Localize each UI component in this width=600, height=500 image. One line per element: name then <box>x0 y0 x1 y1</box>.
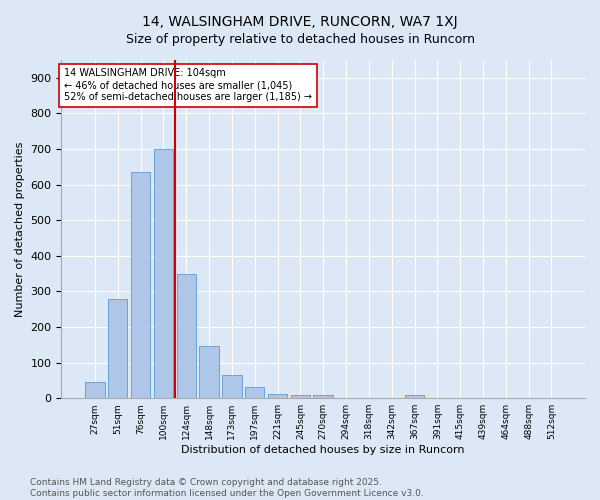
Bar <box>85 382 104 398</box>
X-axis label: Distribution of detached houses by size in Runcorn: Distribution of detached houses by size … <box>181 445 465 455</box>
Bar <box>222 375 242 398</box>
Bar <box>405 396 424 398</box>
Text: 14 WALSINGHAM DRIVE: 104sqm
← 46% of detached houses are smaller (1,045)
52% of : 14 WALSINGHAM DRIVE: 104sqm ← 46% of det… <box>64 68 312 102</box>
Bar <box>245 387 265 398</box>
Bar <box>154 149 173 398</box>
Text: Size of property relative to detached houses in Runcorn: Size of property relative to detached ho… <box>125 32 475 46</box>
Bar <box>199 346 219 398</box>
Text: Contains HM Land Registry data © Crown copyright and database right 2025.
Contai: Contains HM Land Registry data © Crown c… <box>30 478 424 498</box>
Y-axis label: Number of detached properties: Number of detached properties <box>15 142 25 317</box>
Bar <box>290 394 310 398</box>
Bar <box>131 172 150 398</box>
Text: 14, WALSINGHAM DRIVE, RUNCORN, WA7 1XJ: 14, WALSINGHAM DRIVE, RUNCORN, WA7 1XJ <box>142 15 458 29</box>
Bar <box>176 274 196 398</box>
Bar <box>268 394 287 398</box>
Bar <box>313 394 333 398</box>
Bar <box>108 298 127 398</box>
